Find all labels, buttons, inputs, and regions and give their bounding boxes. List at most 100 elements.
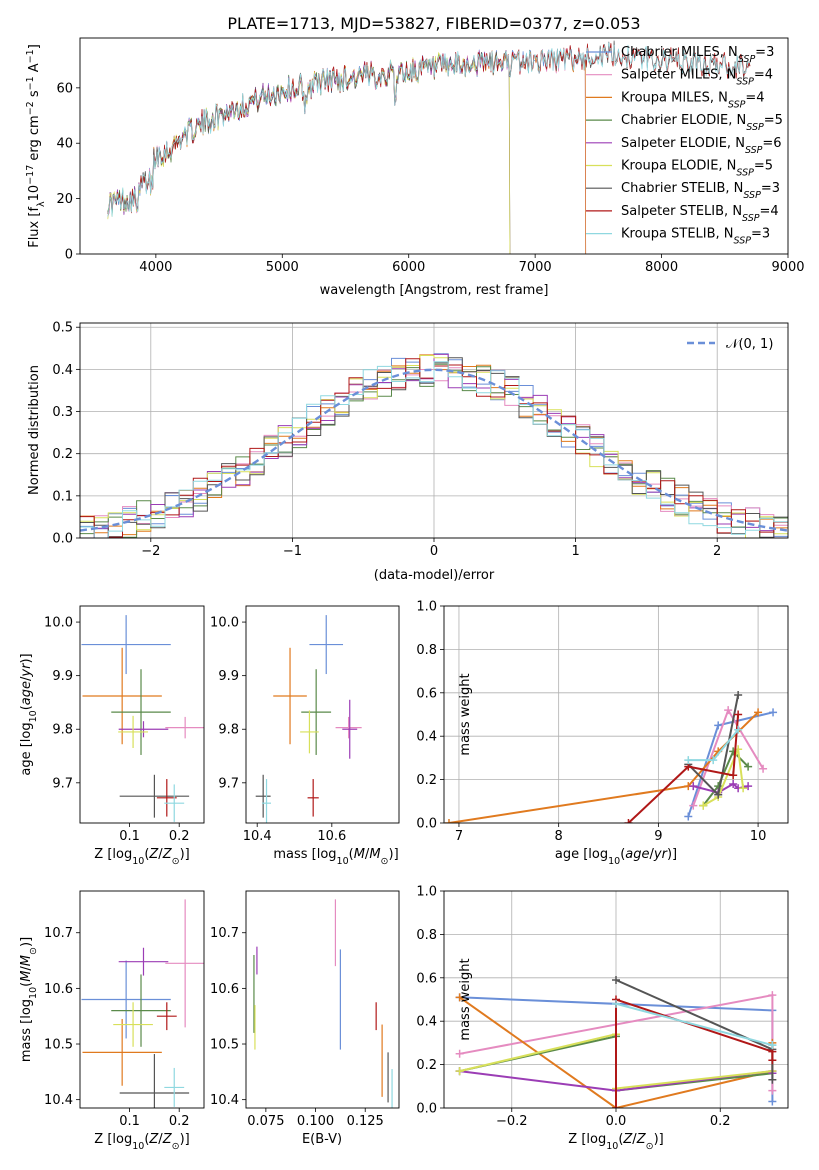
errorbar-point (81, 960, 171, 1039)
y-tick-label: 0.0 (52, 532, 73, 547)
errorbar-point (309, 615, 344, 675)
mass-weight-marker (759, 764, 768, 773)
y-tick-label: 9.8 (52, 723, 73, 738)
y-tick-label: 10.4 (210, 1093, 239, 1108)
mass-weight-marker (729, 771, 738, 780)
errorbar-point (335, 716, 362, 739)
axes-frame (79, 37, 789, 255)
y-tick-label: 1.0 (416, 600, 437, 615)
errorbar-point (255, 774, 271, 818)
mass-weight-marker (714, 721, 723, 730)
errorbar-point (307, 779, 319, 817)
mass-weight-marker (455, 1049, 464, 1058)
panel-age_vs_Z: 0.1 0.2 9.7 9.8 9.9 10.0 Z [log10(Z/Z⊙)] age [l… (19, 605, 205, 867)
legend-label: Salpeter ELODIE, NSSP=6 (621, 136, 782, 156)
x-tick-label: 0.2 (169, 1114, 190, 1129)
errorbar-point (156, 779, 177, 817)
x-tick-label: 4000 (139, 260, 172, 275)
axes-frame (79, 605, 205, 824)
mass-weight-marker (709, 756, 718, 765)
mass-weight-marker (768, 1041, 777, 1050)
y-tick-label: 0.2 (416, 773, 437, 788)
y-tick-label: 9.7 (218, 776, 239, 791)
mass-weight-marker (684, 756, 693, 765)
mass-weight-marker (734, 725, 743, 734)
y-tick-label: 0.5 (52, 321, 73, 336)
y-tick-label: 9.7 (52, 776, 73, 791)
errorbar-point (262, 779, 272, 823)
mass-weight-marker (739, 784, 748, 793)
errorbar-point (156, 1002, 177, 1031)
errorbar-point (164, 1067, 185, 1107)
x-tick-label: −1 (283, 544, 302, 559)
errorbar-point (118, 721, 169, 738)
errorbar-point (119, 1054, 190, 1108)
x-tick-label: 9 (654, 829, 662, 844)
y-tick-label: 0.8 (416, 643, 437, 658)
plot-area (444, 690, 778, 823)
mass-weight-marker (455, 1067, 464, 1076)
panel-residuals: −2 −1 0 1 2 0.0 0.1 0.2 0.3 0.4 0.5 (data-model)/er… (27, 321, 789, 583)
plot-area (253, 899, 393, 1108)
y-tick-label: 10.7 (210, 926, 239, 941)
legend-label: 𝒩(0, 1) (726, 337, 773, 352)
errorbar-point (118, 947, 169, 976)
mass-weight-marker (699, 801, 708, 810)
x-tick-label: 6000 (392, 260, 425, 275)
y-tick-label: 10.0 (210, 616, 239, 631)
mass-weight-marker (768, 1097, 777, 1106)
mass-weight-series-line (692, 707, 764, 806)
errorbar-point (165, 899, 204, 1028)
mass-weight-marker (729, 779, 738, 788)
legend-label: Chabrier ELODIE, NSSP=5 (621, 113, 783, 133)
mass-weight-series-line (615, 998, 774, 1108)
errorbar-point (118, 715, 148, 748)
y-tick-label: 0.8 (416, 928, 437, 943)
plot-area (455, 975, 777, 1108)
x-tick-label: 10.6 (317, 829, 346, 844)
x-axis-label: wavelength [Angstrom, rest frame] (320, 283, 549, 298)
figure-title: PLATE=1713, MJD=53827, FIBERID=0377, z=0… (227, 14, 640, 33)
spectrum-series-line (107, 48, 587, 254)
y-tick-label: 1.0 (416, 885, 437, 900)
mass-weight-marker (754, 708, 763, 717)
y-axis-label: mass weight (458, 673, 473, 755)
legend-label: Chabrier MILES, NSSP=3 (621, 45, 774, 65)
mass-weight-series-line (627, 714, 740, 823)
y-tick-label: 10.4 (44, 1093, 73, 1108)
x-tick-label: 0.1 (119, 1114, 140, 1129)
mass-weight-marker (744, 782, 753, 791)
y-axis-label: Flux [fλ10−17 erg cm−2 s−1 A−1] (25, 44, 47, 248)
mass-weight-marker (714, 790, 723, 799)
y-tick-label: 9.9 (218, 669, 239, 684)
axes-frame (245, 605, 400, 824)
y-axis-label: mass weight (458, 958, 473, 1040)
y-tick-label: 0.4 (416, 1015, 437, 1030)
mass-weight-marker (689, 782, 698, 791)
residual-histogram (80, 355, 788, 538)
errorbar-point (300, 710, 319, 754)
mass-weight-marker (612, 975, 620, 984)
panel-age_vs_mass: 10.4 10.6 9.7 9.8 9.9 10.0 mass [log10(M/M⊙)] (210, 605, 400, 867)
errorbar-point (164, 784, 185, 822)
x-tick-label: 10 (750, 829, 767, 844)
axes-frame (443, 605, 789, 824)
x-tick-label: 0.100 (297, 1114, 334, 1129)
y-tick-label: 40 (56, 137, 73, 152)
y-tick-label: 0.3 (52, 405, 73, 420)
normal-reference-curve (80, 368, 788, 532)
x-tick-label: 0.1 (119, 829, 140, 844)
y-tick-label: 0.1 (52, 489, 73, 504)
y-tick-label: 10.6 (210, 982, 239, 997)
x-tick-label: 7000 (519, 260, 552, 275)
y-tick-label: 9.8 (218, 723, 239, 738)
mass-weight-marker (734, 690, 743, 699)
y-tick-label: 0.6 (416, 686, 437, 701)
errorbar-point (301, 669, 332, 755)
x-tick-label: 0.2 (710, 1114, 731, 1129)
x-tick-label: 0.2 (169, 829, 190, 844)
axes-frame (245, 890, 400, 1109)
errorbar-point (113, 1002, 153, 1047)
legend-label: Salpeter STELIB, NSSP=4 (621, 204, 779, 224)
